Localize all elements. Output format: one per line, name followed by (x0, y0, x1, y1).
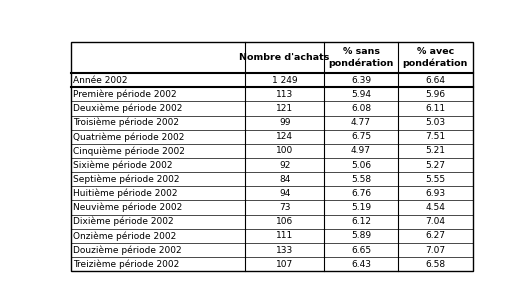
Text: 5.94: 5.94 (351, 90, 371, 99)
Text: 5.58: 5.58 (351, 175, 371, 184)
Text: 107: 107 (276, 260, 294, 269)
Text: 106: 106 (276, 217, 294, 226)
Text: 6.64: 6.64 (426, 76, 446, 85)
Text: 7.51: 7.51 (426, 132, 446, 141)
Text: 5.96: 5.96 (426, 90, 446, 99)
Text: 4.77: 4.77 (351, 118, 371, 127)
Text: 6.12: 6.12 (351, 217, 371, 226)
Text: Troisième période 2002: Troisième période 2002 (74, 118, 179, 128)
Text: % avec
pondération: % avec pondération (403, 47, 468, 68)
Text: Quatrième période 2002: Quatrième période 2002 (74, 132, 185, 142)
Text: 6.27: 6.27 (426, 231, 446, 240)
Text: 5.21: 5.21 (426, 147, 446, 156)
Text: Année 2002: Année 2002 (74, 76, 128, 85)
Text: 4.97: 4.97 (351, 147, 371, 156)
Text: 6.08: 6.08 (351, 104, 371, 113)
Text: Neuvième période 2002: Neuvième période 2002 (74, 203, 183, 212)
Text: Onzième période 2002: Onzième période 2002 (74, 231, 177, 241)
Text: Huitième période 2002: Huitième période 2002 (74, 189, 178, 198)
Text: 1 249: 1 249 (272, 76, 298, 85)
Text: 92: 92 (279, 160, 290, 170)
Text: Sixième période 2002: Sixième période 2002 (74, 160, 173, 170)
Text: 6.43: 6.43 (351, 260, 371, 269)
Text: 6.76: 6.76 (351, 189, 371, 198)
Text: 6.39: 6.39 (351, 76, 371, 85)
Text: 5.19: 5.19 (351, 203, 371, 212)
Text: 7.04: 7.04 (426, 217, 446, 226)
Text: 5.89: 5.89 (351, 231, 371, 240)
Text: 113: 113 (276, 90, 294, 99)
Text: 6.75: 6.75 (351, 132, 371, 141)
Text: Septième période 2002: Septième période 2002 (74, 175, 180, 184)
Text: 6.65: 6.65 (351, 245, 371, 254)
Text: 124: 124 (276, 132, 293, 141)
Text: 5.06: 5.06 (351, 160, 371, 170)
Text: Cinquième période 2002: Cinquième période 2002 (74, 146, 185, 156)
Text: 84: 84 (279, 175, 290, 184)
Text: Douzième période 2002: Douzième période 2002 (74, 245, 182, 255)
Text: 94: 94 (279, 189, 290, 198)
Text: 99: 99 (279, 118, 290, 127)
Text: Première période 2002: Première période 2002 (74, 90, 177, 99)
Text: Dixième période 2002: Dixième période 2002 (74, 217, 174, 226)
Text: 6.11: 6.11 (426, 104, 446, 113)
Text: Deuxième période 2002: Deuxième période 2002 (74, 104, 183, 113)
Text: 5.55: 5.55 (426, 175, 446, 184)
Text: % sans
pondération: % sans pondération (328, 47, 394, 68)
Text: Treizième période 2002: Treizième période 2002 (74, 259, 180, 269)
Text: 6.93: 6.93 (426, 189, 446, 198)
Text: 100: 100 (276, 147, 294, 156)
Text: 121: 121 (276, 104, 293, 113)
Text: 73: 73 (279, 203, 290, 212)
Text: 5.03: 5.03 (426, 118, 446, 127)
Text: 5.27: 5.27 (426, 160, 446, 170)
Text: 4.54: 4.54 (426, 203, 446, 212)
Text: 6.58: 6.58 (426, 260, 446, 269)
Text: 111: 111 (276, 231, 294, 240)
Text: 133: 133 (276, 245, 294, 254)
Text: Nombre d'achats: Nombre d'achats (239, 53, 330, 62)
Text: 7.07: 7.07 (426, 245, 446, 254)
